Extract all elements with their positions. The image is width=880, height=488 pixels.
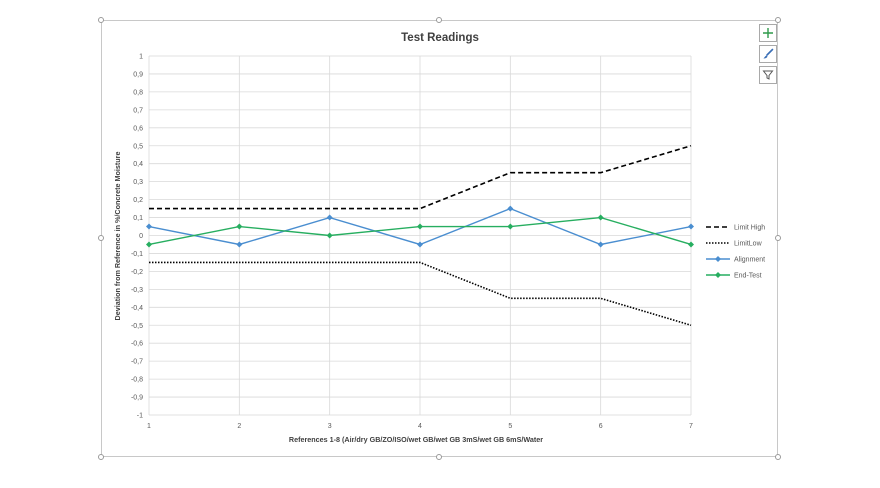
gridlines — [148, 55, 692, 416]
data-point-marker — [236, 223, 243, 230]
data-point-marker — [507, 205, 514, 212]
chart-elements-button[interactable] — [759, 24, 777, 42]
data-point-marker — [507, 223, 514, 230]
resize-handle-top[interactable] — [436, 17, 442, 23]
resize-handle-bottom-right[interactable] — [775, 454, 781, 460]
data-point-marker — [688, 241, 694, 248]
y-tick-label: -0,8 — [131, 377, 143, 384]
legend-label: LimitLow — [734, 241, 763, 248]
legend-label: Alignment — [734, 257, 765, 264]
y-tick-label: -1 — [137, 413, 143, 420]
resize-handle-bottom-left[interactable] — [98, 454, 104, 460]
y-tick-label: 0,5 — [133, 143, 143, 150]
y-tick-label: -0,6 — [131, 341, 143, 348]
y-tick-label: 0,3 — [133, 179, 143, 186]
legend-marker — [715, 272, 721, 278]
chart-area[interactable]: Test Readings 1 0,9 0,8 0,7 0,6 0,5 0,4 0,3 0,2 0… — [101, 20, 778, 457]
series-lines — [146, 144, 694, 327]
x-tick-label: 5 — [508, 423, 512, 430]
legend-marker — [715, 256, 721, 262]
y-axis-label: Deviation from Reference in %/Concrete M… — [113, 152, 122, 321]
x-axis-label: References 1-8 (Air/dry GB/ZO/ISO/wet GB… — [289, 435, 543, 444]
data-point-marker — [236, 241, 243, 248]
x-tick-label: 2 — [237, 423, 241, 430]
y-tick-label: 1 — [139, 54, 143, 61]
data-point-marker — [417, 241, 423, 248]
legend-label: End-Test — [734, 273, 762, 280]
series-line — [149, 261, 692, 327]
x-tick-label: 1 — [147, 423, 151, 430]
filter-icon — [762, 70, 774, 80]
x-axis-ticks: 1 2 3 4 5 6 7 — [147, 423, 693, 430]
y-tick-label: 0 — [139, 233, 143, 240]
y-tick-label: 0,9 — [133, 71, 143, 78]
legend: Limit High LimitLow Alignment End-Test — [706, 225, 765, 280]
chart-styles-button[interactable] — [759, 45, 777, 63]
x-tick-label: 6 — [599, 423, 603, 430]
y-tick-label: 0,7 — [133, 107, 143, 114]
y-tick-label: -0,4 — [131, 305, 143, 312]
plus-icon — [763, 28, 773, 38]
data-point-marker — [326, 232, 333, 239]
resize-handle-bottom[interactable] — [436, 454, 442, 460]
y-tick-label: -0,5 — [131, 323, 143, 330]
x-tick-label: 4 — [418, 423, 422, 430]
y-tick-label: 0,8 — [133, 89, 143, 96]
data-point-marker — [688, 223, 694, 230]
y-tick-label: -0,7 — [131, 359, 143, 366]
resize-handle-top-left[interactable] — [98, 17, 104, 23]
y-tick-label: 0,4 — [133, 161, 143, 168]
resize-handle-right[interactable] — [775, 235, 781, 241]
y-tick-label: -0,1 — [131, 251, 143, 258]
y-tick-label: 0,2 — [133, 197, 143, 204]
brush-icon — [763, 48, 774, 59]
y-tick-label: -0,2 — [131, 269, 143, 276]
legend-label: Limit High — [734, 225, 765, 232]
series-line — [149, 144, 692, 210]
data-point-marker — [597, 241, 604, 248]
x-tick-label: 7 — [689, 423, 693, 430]
data-point-marker — [597, 214, 604, 221]
y-axis-ticks: 1 0,9 0,8 0,7 0,6 0,5 0,4 0,3 0,2 0,1 0 -0,1 -0,2 -0,… — [131, 54, 143, 420]
y-tick-label: 0,1 — [133, 215, 143, 222]
chart-filters-button[interactable] — [759, 66, 777, 84]
data-point-marker — [146, 223, 152, 230]
chart-title: Test Readings — [401, 32, 479, 44]
x-tick-label: 3 — [328, 423, 332, 430]
line-chart: Test Readings 1 0,9 0,8 0,7 0,6 0,5 0,4 0,3 0,2 0… — [113, 32, 765, 444]
resize-handle-left[interactable] — [98, 235, 104, 241]
data-point-marker — [417, 223, 423, 230]
resize-handle-top-right[interactable] — [775, 17, 781, 23]
y-tick-label: -0,3 — [131, 287, 143, 294]
y-tick-label: 0,6 — [133, 125, 143, 132]
data-point-marker — [146, 241, 152, 248]
data-point-marker — [326, 214, 333, 221]
y-tick-label: -0,9 — [131, 395, 143, 402]
